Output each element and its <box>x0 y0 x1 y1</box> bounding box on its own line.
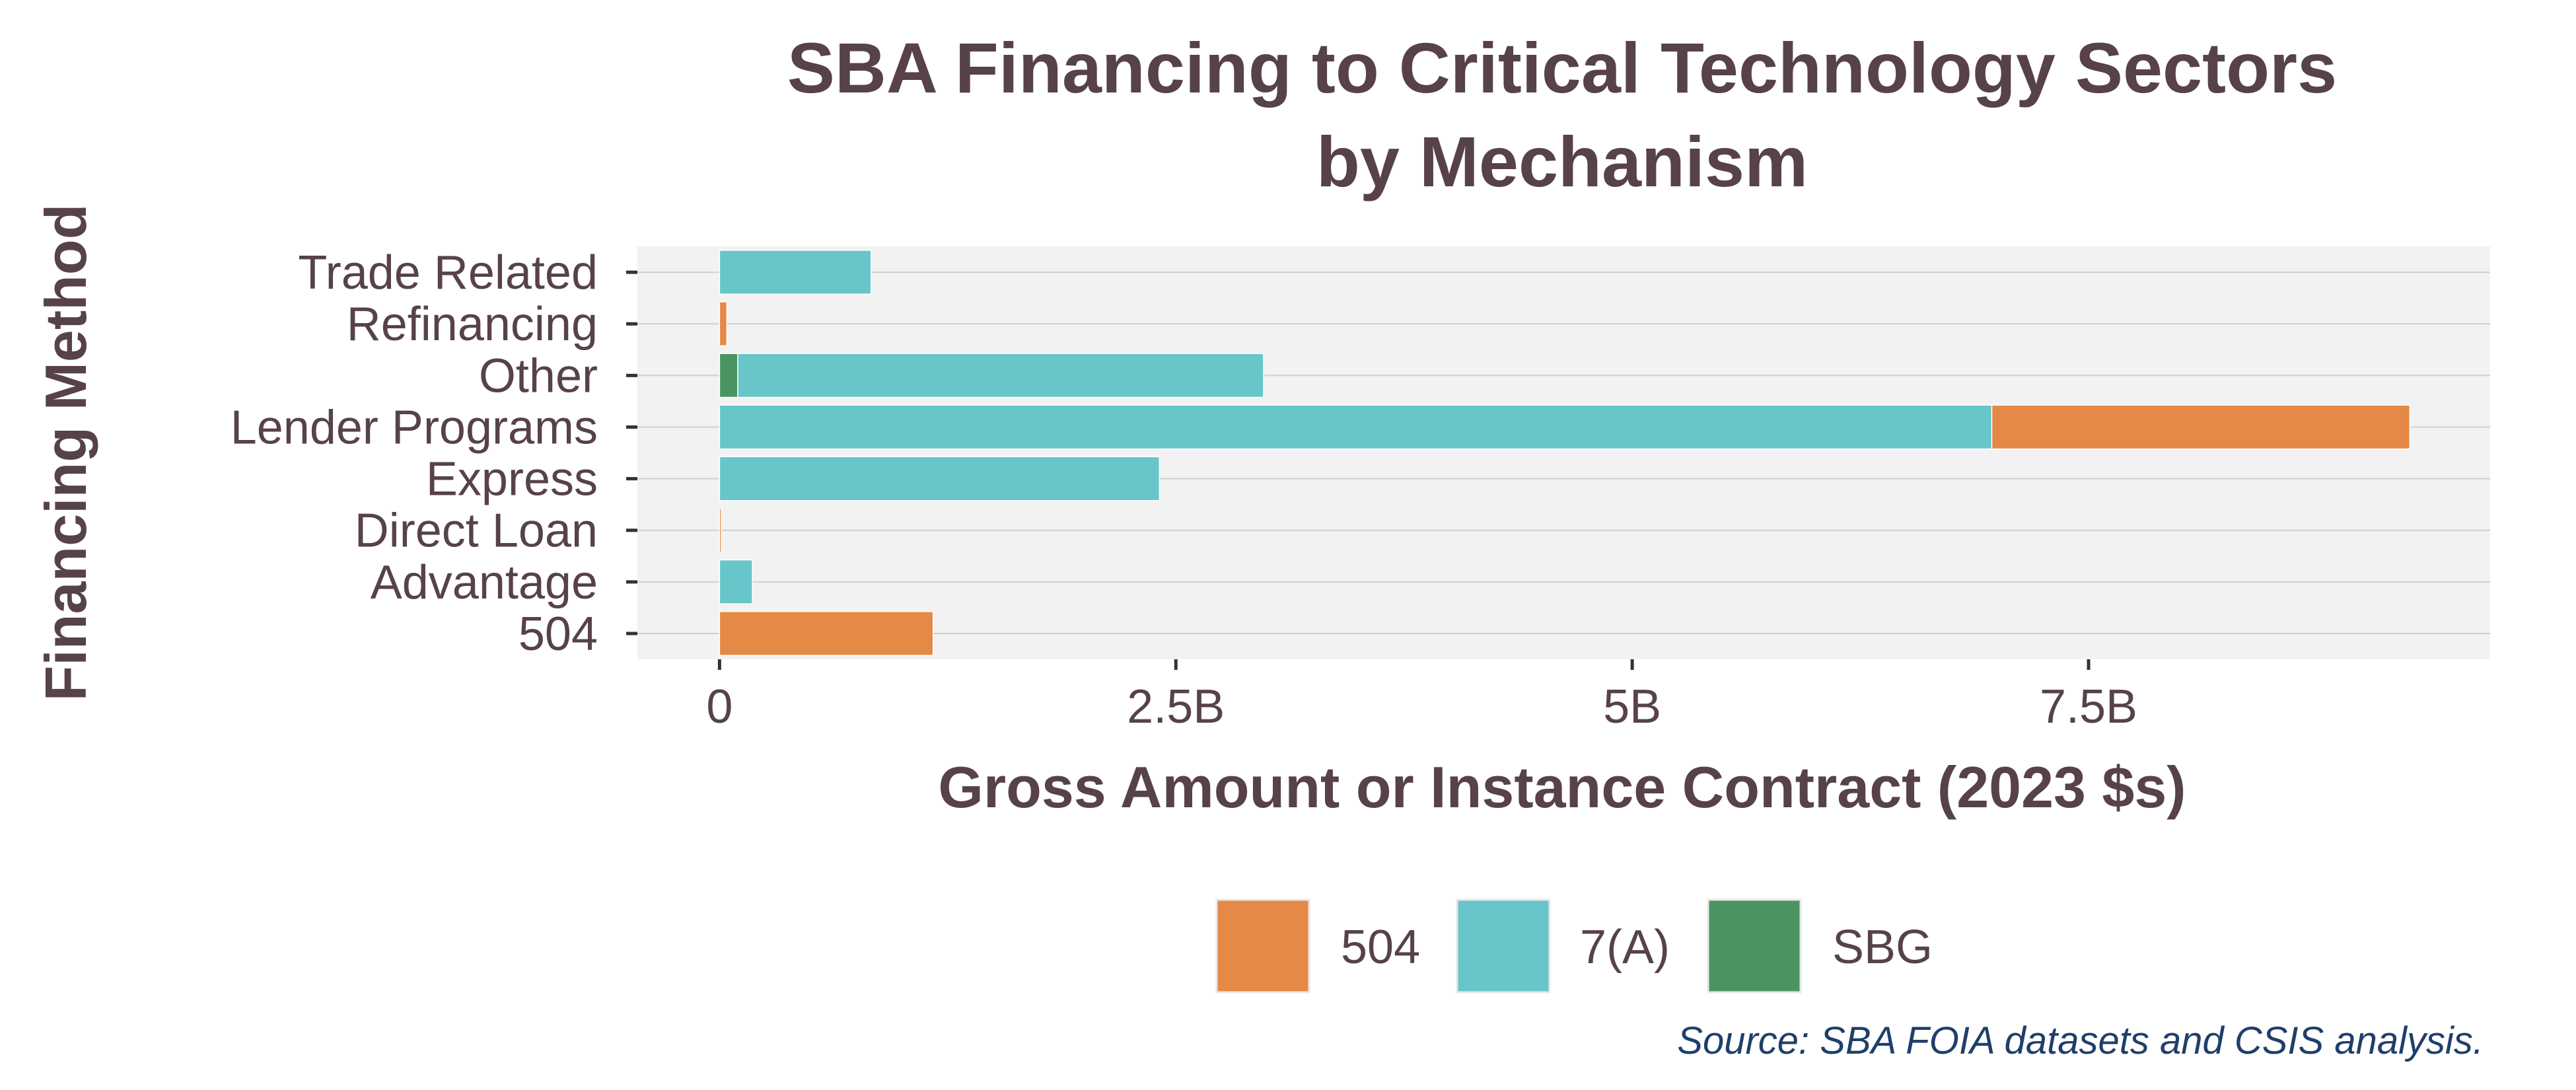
y-tick-label: Lender Programs <box>231 401 598 454</box>
legend-swatch-sbg <box>1707 898 1802 994</box>
y-tick-label: Other <box>479 349 598 402</box>
y-tick-label: Refinancing <box>347 298 598 351</box>
plot-background <box>637 246 2490 659</box>
x-axis: 0 2.5B 5B 7.5B <box>706 659 2137 733</box>
bar-7a-lender-programs <box>719 404 1993 450</box>
legend: 504 7(A) SBG <box>1215 898 1933 994</box>
legend-label-sbg: SBG <box>1832 921 1933 974</box>
y-tick-label: Advantage <box>371 556 598 609</box>
chart-subtitle: by Mechanism <box>1316 122 1808 201</box>
y-tick-label: Trade Related <box>298 246 598 299</box>
bar-504-refinancing <box>719 301 728 347</box>
x-tick-label: 7.5B <box>2040 680 2137 733</box>
legend-label-7a: 7(A) <box>1580 921 1670 974</box>
bar-7a-express <box>719 456 1161 501</box>
legend-swatch-504 <box>1215 898 1310 994</box>
bars <box>719 250 2411 656</box>
bar-504-direct-loan <box>719 507 722 553</box>
legend-swatch-7a <box>1456 898 1551 994</box>
bar-504-lender-programs <box>1991 404 2411 450</box>
x-tick-label: 0 <box>706 680 733 733</box>
y-axis-title: Financing Method <box>33 204 98 702</box>
bar-7a-advantage <box>719 559 753 604</box>
bar-sbg-other <box>719 353 738 398</box>
y-tick-label: 504 <box>519 608 598 661</box>
y-tick-label: Direct Loan <box>355 505 598 558</box>
bar-7a-other <box>737 353 1264 398</box>
x-tick-label: 5B <box>1603 680 1661 733</box>
caption: Source: SBA FOIA datasets and CSIS analy… <box>1677 1019 2484 1062</box>
x-axis-title: Gross Amount or Instance Contract (2023 … <box>938 754 2186 820</box>
legend-label-504: 504 <box>1341 921 1420 974</box>
bar-7a-trade-related <box>719 250 872 295</box>
chart-title: SBA Financing to Critical Technology Sec… <box>787 28 2337 108</box>
bar-504-504 <box>719 610 934 656</box>
x-tick-label: 2.5B <box>1127 680 1225 733</box>
y-tick-label: Express <box>426 453 598 506</box>
